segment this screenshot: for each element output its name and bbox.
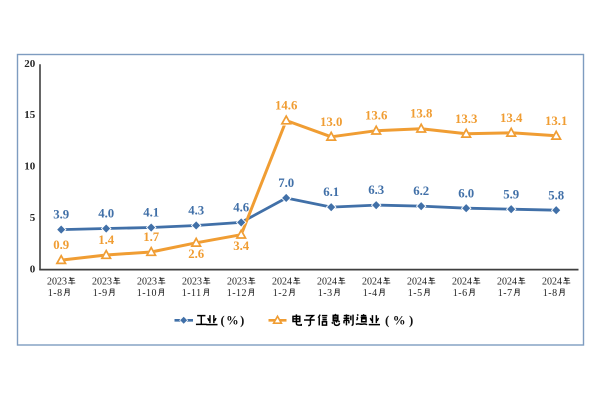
svg-text:(%): (%) — [221, 314, 246, 328]
svg-text:13.4: 13.4 — [500, 111, 523, 125]
svg-text:13.3: 13.3 — [455, 112, 477, 126]
svg-text:2023: 2023 — [227, 277, 247, 288]
svg-text:0.9: 0.9 — [53, 238, 69, 252]
svg-text:1-10: 1-10 — [137, 288, 157, 299]
svg-text:1.7: 1.7 — [143, 230, 160, 244]
svg-text:2024: 2024 — [452, 277, 472, 288]
svg-text:2023: 2023 — [92, 277, 112, 288]
svg-text:3.9: 3.9 — [53, 208, 69, 222]
svg-text:1-7: 1-7 — [498, 288, 513, 299]
svg-text:2024: 2024 — [317, 277, 337, 288]
svg-text:6.1: 6.1 — [323, 185, 339, 199]
svg-text:4.6: 4.6 — [233, 201, 250, 215]
svg-text:1-11: 1-11 — [182, 288, 202, 299]
svg-text:5.8: 5.8 — [548, 188, 564, 202]
svg-text:4.3: 4.3 — [188, 204, 204, 218]
svg-text:13.8: 13.8 — [410, 107, 432, 121]
svg-text:2023: 2023 — [182, 277, 202, 288]
svg-text:7.0: 7.0 — [278, 176, 294, 190]
svg-text:1-8: 1-8 — [48, 288, 63, 299]
svg-text:2024: 2024 — [407, 277, 427, 288]
svg-text:5: 5 — [30, 212, 36, 224]
svg-text:10: 10 — [24, 161, 36, 173]
svg-text:6.0: 6.0 — [458, 186, 474, 200]
svg-text:4.0: 4.0 — [98, 207, 114, 221]
svg-text:0: 0 — [30, 263, 36, 275]
svg-text:14.6: 14.6 — [275, 99, 298, 113]
svg-text:6.2: 6.2 — [413, 184, 429, 198]
svg-text:2024: 2024 — [362, 277, 382, 288]
svg-text:2023: 2023 — [47, 277, 67, 288]
svg-text:13.0: 13.0 — [320, 115, 342, 129]
svg-text:1-6: 1-6 — [453, 288, 468, 299]
svg-text:1-9: 1-9 — [93, 288, 108, 299]
svg-text:1-4: 1-4 — [363, 288, 378, 299]
svg-text:(%): (%) — [385, 314, 417, 328]
svg-text:2024: 2024 — [497, 277, 517, 288]
svg-text:20: 20 — [24, 58, 36, 70]
svg-text:1-5: 1-5 — [408, 288, 423, 299]
svg-text:1-3: 1-3 — [318, 288, 333, 299]
svg-text:2024: 2024 — [542, 277, 562, 288]
svg-text:13.1: 13.1 — [545, 114, 567, 128]
svg-text:5.9: 5.9 — [503, 187, 519, 201]
svg-text:1-12: 1-12 — [227, 288, 247, 299]
svg-text:2023: 2023 — [137, 277, 157, 288]
svg-text:1-8: 1-8 — [543, 288, 558, 299]
svg-text:13.6: 13.6 — [365, 109, 388, 123]
svg-text:2024: 2024 — [272, 277, 292, 288]
svg-text:4.1: 4.1 — [143, 206, 159, 220]
svg-text:1-2: 1-2 — [273, 288, 288, 299]
svg-text:15: 15 — [24, 109, 36, 121]
svg-text:3.4: 3.4 — [233, 239, 250, 253]
svg-text:6.3: 6.3 — [368, 183, 384, 197]
svg-text:1.4: 1.4 — [98, 233, 115, 247]
svg-text:2.6: 2.6 — [188, 247, 205, 261]
